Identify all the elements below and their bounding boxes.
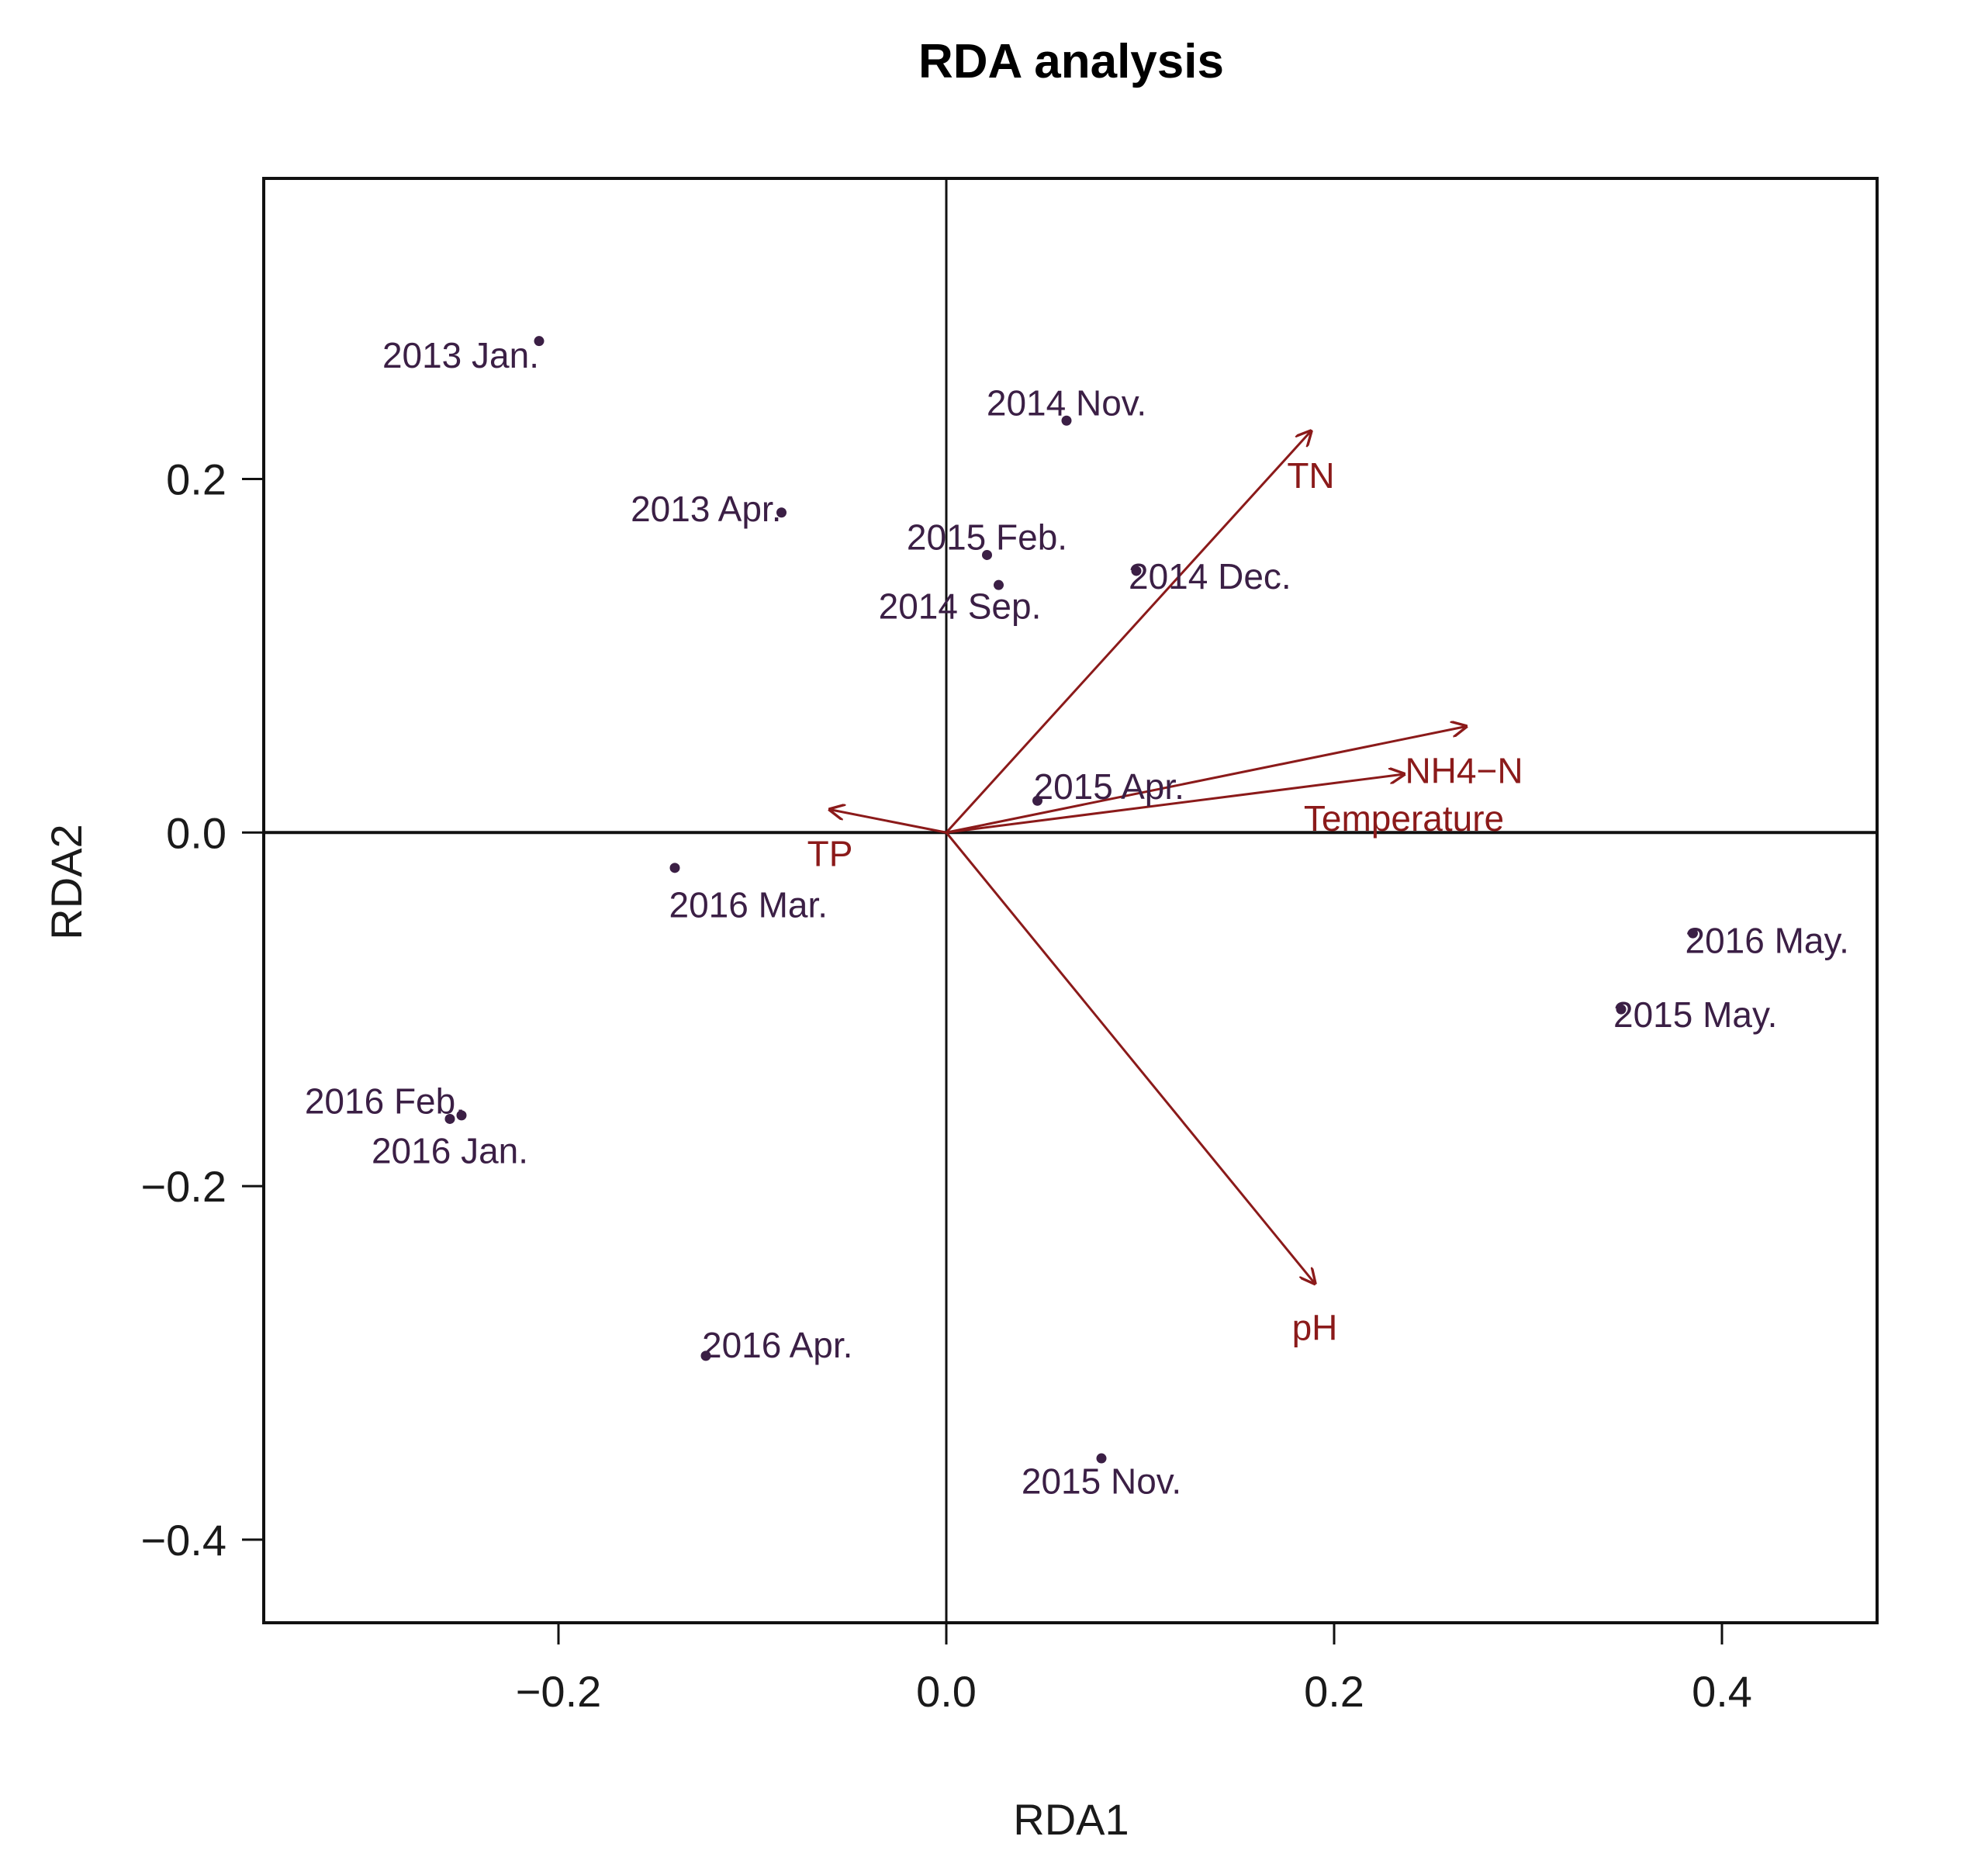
y-tick-label: 0.2 [166, 455, 226, 503]
y-axis-ticks: 0.2 0.0 −0.2 −0.4 [140, 455, 264, 1565]
site-label: 2015 Feb. [907, 517, 1067, 558]
y-tick-label: 0.0 [166, 808, 226, 857]
site-point [1061, 415, 1072, 426]
site-point [456, 1110, 467, 1121]
y-tick-label: −0.4 [140, 1516, 226, 1565]
env-arrow [946, 774, 1404, 834]
env-vector-label: pH [1292, 1307, 1338, 1347]
env-vector-label: Temperature [1304, 798, 1504, 839]
site-point [1688, 928, 1698, 939]
site-point [776, 507, 787, 518]
x-axis-ticks: −0.2 0.0 0.2 0.4 [516, 1623, 1752, 1716]
y-tick-label: −0.2 [140, 1162, 226, 1211]
site-label: 2013 Apr. [631, 489, 781, 529]
site-label: 2016 Apr. [702, 1325, 852, 1365]
x-axis-label: RDA1 [1013, 1795, 1129, 1844]
site-label: 2015 Apr. [1034, 766, 1184, 807]
site-point [1131, 565, 1142, 576]
env-arrow [945, 431, 1311, 834]
site-label: 2016 Feb. [305, 1081, 465, 1122]
site-point [982, 549, 992, 560]
site-label: 2015 Nov. [1022, 1461, 1181, 1502]
site-label: 2015 May. [1613, 994, 1777, 1035]
env-arrow [945, 832, 1315, 1283]
env-arrow [830, 810, 947, 834]
plot-frame-group [262, 177, 1879, 1624]
reference-lines [264, 178, 1877, 1623]
y-axis-label: RDA2 [42, 824, 91, 939]
env-vector-label: NH4−N [1405, 750, 1523, 790]
site-label: 2014 Dec. [1129, 556, 1291, 597]
env-arrow [946, 727, 1466, 834]
x-tick-label: 0.4 [1692, 1667, 1752, 1716]
x-tick-label: −0.2 [516, 1667, 602, 1716]
site-point [994, 579, 1004, 590]
env-vectors: TN NH4−N Temperature TP pH [807, 431, 1523, 1347]
site-point [534, 336, 545, 347]
x-tick-label: 0.0 [916, 1667, 977, 1716]
site-label: 2013 Jan. [382, 335, 539, 375]
site-label: 2016 May. [1685, 920, 1849, 960]
chart-title: RDA analysis [918, 35, 1224, 88]
site-point [1616, 1004, 1627, 1015]
env-vector-label: TN [1287, 455, 1334, 496]
site-points: 2013 Jan. 2013 Apr. 2014 Nov. 2015 Feb. 2014… [305, 335, 1849, 1502]
site-label: 2016 Mar. [669, 885, 828, 925]
site-point [700, 1350, 711, 1361]
site-point [1032, 795, 1042, 806]
plot-frame [262, 177, 1879, 1624]
site-point [444, 1113, 455, 1124]
site-label: 2016 Jan. [372, 1130, 528, 1171]
x-tick-label: 0.2 [1304, 1667, 1364, 1716]
site-label: 2014 Sep. [879, 586, 1042, 627]
env-vector-label: TP [807, 834, 853, 874]
site-point [669, 863, 680, 873]
site-label: 2014 Nov. [987, 382, 1146, 423]
site-point [1096, 1453, 1107, 1464]
